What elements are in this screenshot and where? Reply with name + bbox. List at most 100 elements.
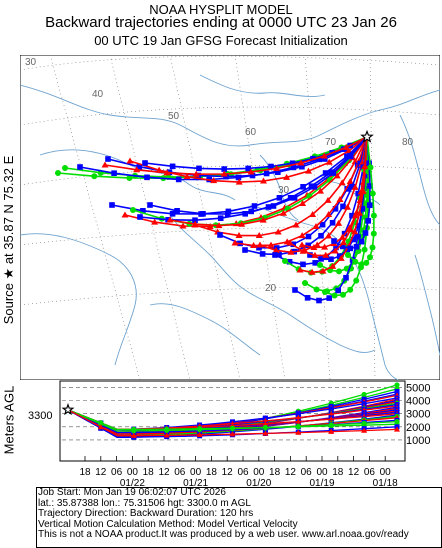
source-location-label: Source ★ at 35.87 N 75.32 E xyxy=(1,155,16,325)
hour-tick-label: 06 xyxy=(174,467,186,478)
trajectory-marker xyxy=(317,187,324,194)
trajectory-marker xyxy=(305,242,311,249)
trajectory-marker xyxy=(196,165,202,172)
profile-marker xyxy=(295,424,301,430)
trajectory-marker xyxy=(366,160,372,167)
profile-marker xyxy=(98,420,104,426)
trajectory-marker xyxy=(290,164,297,171)
trajectory-marker xyxy=(245,165,251,172)
trajectory-marker xyxy=(109,202,115,208)
trajectory-marker xyxy=(313,286,320,293)
trajectory-marker xyxy=(365,218,371,224)
trajectory-marker xyxy=(322,156,328,162)
trajectory-marker xyxy=(318,232,324,239)
trajectory-marker xyxy=(299,247,307,254)
hour-tick-label: 00 xyxy=(190,467,202,478)
trajectory-marker xyxy=(312,260,318,266)
trajectory-marker xyxy=(174,208,180,214)
trajectory-marker xyxy=(333,244,339,251)
profile-marker xyxy=(295,414,302,420)
trajectory-marker xyxy=(286,258,293,265)
trajectory-marker xyxy=(259,251,266,257)
trajectory-marker xyxy=(351,183,359,190)
trajectory-marker xyxy=(101,161,109,168)
hour-tick-label: 12 xyxy=(95,467,107,478)
trajectory-marker xyxy=(206,222,214,229)
trajectory-marker xyxy=(353,277,360,284)
trajectory-marker xyxy=(367,183,373,189)
trajectory-marker xyxy=(331,238,337,244)
trajectory-marker xyxy=(361,163,369,169)
trajectory-marker xyxy=(55,170,61,176)
trajectory-marker xyxy=(319,267,327,274)
trajectory-marker xyxy=(224,211,231,217)
hour-tick-label: 18 xyxy=(79,467,91,478)
profile-time-ticks: 18 12 06 00 18 12 06 00 18 12 06 00 18 12 06 00 18 12 06 00 xyxy=(79,456,391,478)
trajectory-marker xyxy=(292,221,300,228)
profile-marker xyxy=(197,426,203,432)
lat-label: 60 xyxy=(245,127,257,138)
profile-marker xyxy=(394,382,400,388)
trajectory-marker xyxy=(344,203,351,210)
trajectory-marker xyxy=(144,174,150,181)
trajectory-marker xyxy=(311,251,319,258)
profile-marker xyxy=(229,425,236,431)
lat-label: 40 xyxy=(92,89,104,100)
lat-label: 80 xyxy=(402,137,414,148)
trajectory-marker xyxy=(242,211,248,217)
profile-marker xyxy=(295,418,302,424)
profile-marker xyxy=(164,426,170,432)
trajectory-marker xyxy=(77,164,83,170)
trajectory-marker xyxy=(321,243,329,250)
hour-tick-label: 18 xyxy=(332,467,344,478)
trajectory-marker xyxy=(283,173,291,180)
trajectory-marker xyxy=(163,169,171,176)
profile-marker xyxy=(394,388,400,394)
trajectory-marker xyxy=(322,251,330,258)
trajectory-marker xyxy=(255,232,263,239)
hour-tick-label: 18 xyxy=(269,467,281,478)
trajectory-marker xyxy=(291,195,298,201)
trajectory-marker xyxy=(231,239,239,246)
trajectory-marker xyxy=(249,172,256,179)
map-trajectories xyxy=(55,136,377,304)
trajectory-marker xyxy=(369,190,376,197)
trajectory-marker xyxy=(259,216,267,223)
profile-marker xyxy=(229,431,236,437)
trajectory-marker xyxy=(297,159,305,166)
hour-tick-label: 00 xyxy=(380,467,392,478)
trajectory-marker xyxy=(353,243,360,250)
profile-marker xyxy=(196,431,203,438)
direction-duration-text: Trajectory Direction: Backward Duration:… xyxy=(38,508,254,519)
trajectory-marker xyxy=(270,203,277,209)
trajectory-marker xyxy=(313,241,321,248)
trajectory-marker xyxy=(169,211,176,217)
trajectory-marker xyxy=(318,256,324,262)
trajectory-marker xyxy=(305,233,312,240)
profile-marker xyxy=(328,416,335,422)
init-subtitle: 00 UTC 19 Jan GFSG Forecast Initializati… xyxy=(94,33,348,48)
y-tick-label: 1000 xyxy=(406,435,430,447)
trajectory-marker xyxy=(358,238,365,245)
trajectory-marker xyxy=(242,247,248,253)
trajectory-marker xyxy=(311,184,318,190)
trajectory-marker xyxy=(142,160,148,166)
trajectory-marker xyxy=(324,196,332,203)
lat-label: 70 xyxy=(325,137,337,148)
trajectory-marker xyxy=(105,156,111,162)
profile-marker xyxy=(295,411,301,417)
trajectory-marker xyxy=(126,157,134,164)
trajectory-marker xyxy=(256,244,262,251)
location-text: lat.: 35.87388 lon.: 75.31506 hgt: 3300.… xyxy=(38,497,251,509)
trajectory-marker xyxy=(346,178,354,185)
hour-tick-label: 12 xyxy=(222,467,234,478)
profile-marker xyxy=(262,420,269,426)
trajectory-marker xyxy=(332,206,339,212)
trajectory-marker xyxy=(305,167,312,174)
trajectory-marker xyxy=(340,291,346,298)
trajectory-marker xyxy=(329,262,337,269)
trajectory-marker xyxy=(367,164,374,171)
trajectory-marker xyxy=(220,170,228,177)
y-tick-label: 5000 xyxy=(406,383,430,395)
trajectory-marker xyxy=(235,232,243,239)
